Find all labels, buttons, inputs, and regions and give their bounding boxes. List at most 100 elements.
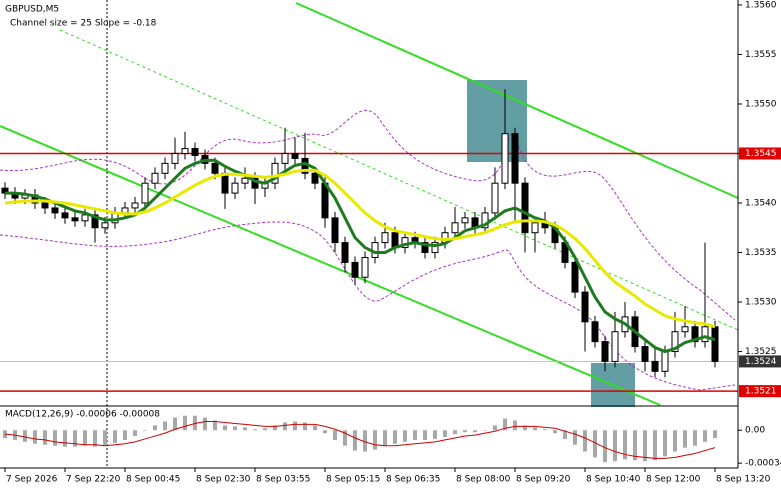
candle-body xyxy=(51,207,59,214)
moving-average xyxy=(5,158,716,354)
level-label-box xyxy=(739,385,781,398)
candle-body xyxy=(681,326,689,333)
macd-bar xyxy=(443,430,447,438)
macd-bar xyxy=(593,430,597,458)
y-tick-label: -0.00034 xyxy=(745,459,781,469)
macd-bar xyxy=(23,430,27,442)
candle-body xyxy=(451,222,459,234)
x-tick-label: 8 Sep 06:35 xyxy=(386,475,440,485)
macd-bar xyxy=(683,430,687,448)
macd-bar xyxy=(183,415,187,431)
chart-subtitle: Channel size = 25 Slope = -0.18 xyxy=(10,19,157,29)
candle-body xyxy=(101,222,109,229)
candle-body xyxy=(181,148,189,154)
candle-body xyxy=(131,202,139,209)
macd-bar xyxy=(283,422,287,431)
y-tick-label: 1.3530 xyxy=(745,298,777,308)
candle-body xyxy=(231,182,239,194)
macd-bar xyxy=(583,430,587,452)
macd-bar xyxy=(653,430,657,461)
x-tick-label: 7 Sep 22:20 xyxy=(66,475,121,485)
candle-body xyxy=(361,256,369,278)
macd-bar xyxy=(153,425,157,431)
macd-bar xyxy=(353,430,357,451)
candle-body xyxy=(671,331,679,353)
candle-body xyxy=(701,326,709,343)
macd-bar xyxy=(103,430,107,446)
macd-bar xyxy=(713,430,717,438)
candle-body xyxy=(241,177,249,184)
macd-bar xyxy=(693,430,697,446)
y-tick-label: 1.3535 xyxy=(745,248,777,258)
candle-body xyxy=(221,172,229,194)
x-tick-label: 8 Sep 08:00 xyxy=(456,475,511,485)
chart-title: GBPUSD,M5 xyxy=(5,5,59,15)
x-tick-label: 8 Sep 12:00 xyxy=(646,475,701,485)
macd-bar xyxy=(83,430,87,446)
x-tick-label: 8 Sep 09:20 xyxy=(516,475,571,485)
candle-body xyxy=(711,326,719,362)
macd-bar xyxy=(533,427,537,431)
candle-body xyxy=(71,217,79,222)
macd-bar xyxy=(93,430,97,447)
macd-bar xyxy=(143,430,147,431)
x-tick-label: 8 Sep 10:40 xyxy=(586,475,641,485)
current-price-label: 1.3524 xyxy=(745,357,777,367)
macd-bar xyxy=(643,430,647,462)
candle-body xyxy=(511,133,519,184)
candle-body xyxy=(381,232,389,244)
macd-bar xyxy=(403,430,407,442)
candle-body xyxy=(211,162,219,174)
macd-bar xyxy=(363,430,367,452)
macd-bar xyxy=(73,430,77,447)
macd-bar xyxy=(513,420,517,431)
candle-body xyxy=(141,182,149,204)
macd-bar xyxy=(613,430,617,462)
candle-body xyxy=(521,182,529,234)
macd-bar xyxy=(483,430,487,431)
macd-bar xyxy=(633,430,637,461)
macd-signal xyxy=(4,421,716,459)
macd-bar xyxy=(493,425,497,431)
candle-body xyxy=(151,172,159,184)
macd-bar xyxy=(413,430,417,440)
level-label: 1.3545 xyxy=(745,149,777,159)
candle-body xyxy=(391,232,399,249)
macd-bar xyxy=(343,430,347,446)
candle-body xyxy=(191,148,199,156)
macd-bar xyxy=(373,430,377,450)
envelope-lower xyxy=(0,221,736,391)
macd-bar xyxy=(673,430,677,452)
channel-line xyxy=(0,125,661,406)
annotations xyxy=(0,0,739,468)
candle-body xyxy=(601,341,609,362)
candle-body xyxy=(501,133,509,184)
x-tick-label: 8 Sep 05:15 xyxy=(326,475,380,485)
macd-title: MACD(12,26,9) -0.00006 -0.00008 xyxy=(5,410,160,420)
macd-bar xyxy=(253,429,257,431)
macd-bar xyxy=(473,430,477,433)
candle-body xyxy=(691,326,699,343)
macd-bar xyxy=(213,420,217,431)
macd-bar xyxy=(233,426,237,431)
candle-body xyxy=(41,202,49,209)
y-tick-label: 1.3550 xyxy=(745,99,777,109)
macd-bar xyxy=(113,430,117,443)
candle-body xyxy=(491,182,499,214)
macd-bar xyxy=(313,425,317,431)
macd-bar xyxy=(453,430,457,435)
macd-bar xyxy=(573,430,577,445)
macd-bar xyxy=(63,430,67,447)
current-price-box xyxy=(739,355,781,368)
macd-bar xyxy=(503,418,507,431)
macd-bar xyxy=(203,417,207,431)
candle-body xyxy=(481,212,489,229)
macd-bar xyxy=(603,430,607,463)
macd-bar xyxy=(263,428,267,431)
macd-bar xyxy=(123,430,127,440)
candle-body xyxy=(431,242,439,254)
x-tick-label: 8 Sep 02:30 xyxy=(196,475,251,485)
x-tick-label: 8 Sep 00:45 xyxy=(126,475,180,485)
candle-body xyxy=(591,321,599,343)
